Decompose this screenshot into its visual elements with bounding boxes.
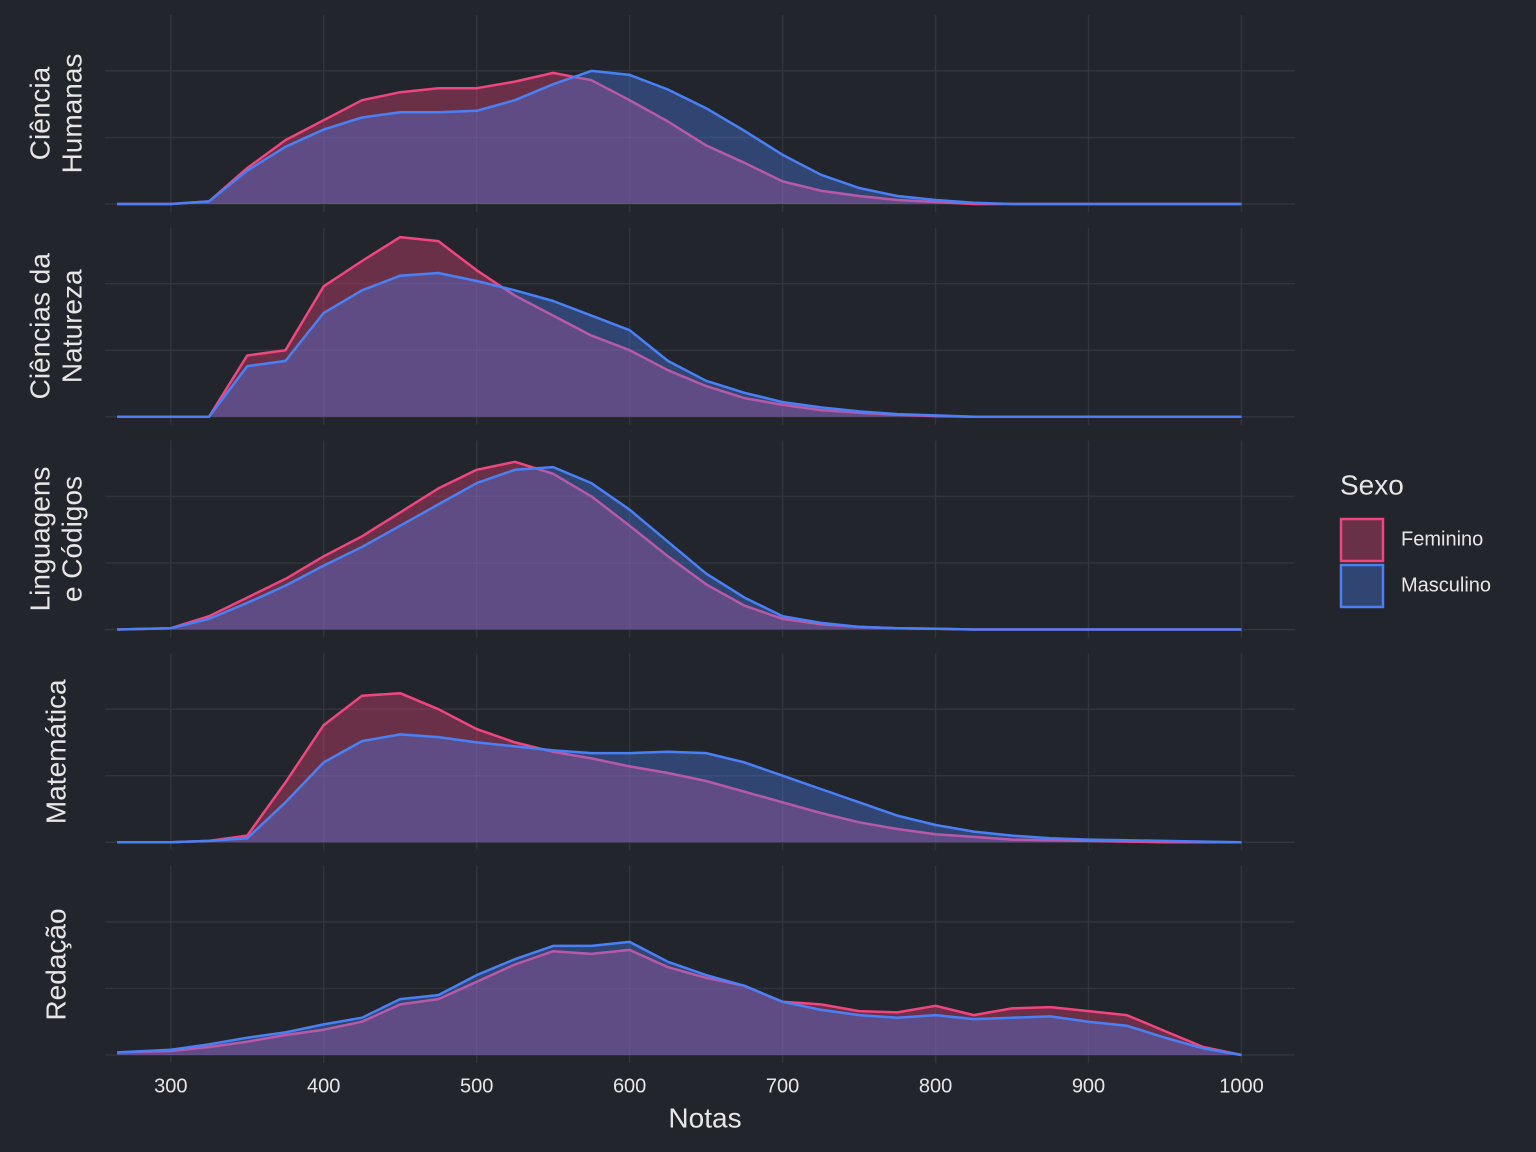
facet-label: Ciência: [24, 66, 55, 160]
area-fill: [117, 237, 1242, 417]
density-line: [117, 733, 1242, 844]
x-tick-label: 800: [919, 1075, 952, 1097]
area-fill: [117, 693, 1242, 843]
x-tick-label: 300: [154, 1075, 187, 1097]
facet-label: Linguagens: [24, 467, 55, 612]
x-tick-label: 700: [766, 1075, 799, 1097]
density-line: [117, 69, 1242, 206]
area-fill: [117, 941, 1242, 1056]
area-fill: [117, 467, 1242, 630]
legend-key: [1339, 563, 1385, 609]
density-line: [117, 691, 1242, 844]
facet-label: Matemática: [40, 679, 71, 824]
density-line: [117, 271, 1242, 419]
x-tick-label: 600: [613, 1075, 646, 1097]
facet-label: Redação: [40, 908, 71, 1020]
density-line: [117, 940, 1242, 1057]
legend-key: [1339, 517, 1385, 563]
facet-label: Humanas: [56, 54, 87, 174]
facet-label: Ciências da: [24, 253, 55, 400]
x-tick-label: 400: [307, 1075, 340, 1097]
density-line: [117, 465, 1242, 631]
x-tick-label: 1000: [1219, 1075, 1264, 1097]
facet-label: e Códigos: [56, 476, 87, 602]
facet-label: Natureza: [56, 269, 87, 383]
legend-label: Feminino: [1401, 528, 1483, 550]
legend-title: Sexo: [1340, 469, 1404, 500]
area-fill: [117, 734, 1242, 843]
area-fill: [117, 70, 1242, 205]
x-tick-label: 500: [460, 1075, 493, 1097]
area-fill: [117, 461, 1242, 630]
legend-label: Masculino: [1401, 574, 1491, 596]
x-tick-label: 900: [1072, 1075, 1105, 1097]
area-fill: [117, 949, 1242, 1056]
area-fill: [117, 72, 1242, 205]
x-axis-label: Notas: [668, 1102, 741, 1133]
density-line: [117, 948, 1242, 1057]
area-fill: [117, 273, 1242, 417]
